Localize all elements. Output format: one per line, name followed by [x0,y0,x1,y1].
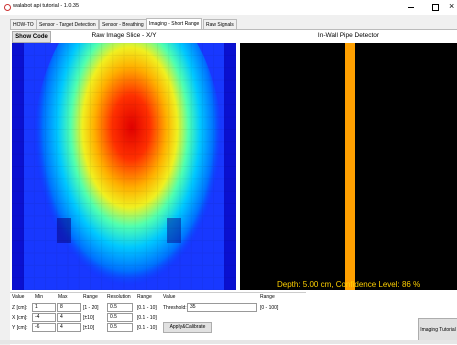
resolution-range-label: [0.1 - 10] [137,325,157,331]
range-label: [±10] [83,325,94,331]
row-label: X [cm]: [12,315,28,321]
row-label: Y [cm]: [12,325,27,331]
pipe-marker [345,43,355,290]
min-input[interactable]: -6 [32,323,56,332]
threshold-label: Threshold: [163,305,187,311]
close-button[interactable]: × [449,1,454,11]
column-header: Value [163,294,175,300]
min-input[interactable]: -4 [32,313,56,322]
range-label: [1 - 20] [83,305,99,311]
panel-title: Raw Image Slice - X/Y [12,32,236,39]
resolution-input[interactable]: 0.5 [107,313,133,322]
column-header: Min [35,294,43,300]
column-header: Value [12,294,24,300]
app-window: walabot api tutorial - 1.0.35 × HOW-TO S… [0,0,457,344]
maximize-button[interactable] [432,4,439,11]
resolution-range-label: [0.1 - 10] [137,305,157,311]
max-input[interactable]: 4 [57,323,81,332]
row-label: Z [cm]: [12,305,27,311]
range-label: [±10] [83,315,94,321]
raw-image-heatmap [12,43,236,290]
column-header: Range [83,294,98,300]
max-input[interactable]: 4 [57,313,81,322]
min-input[interactable]: 1 [32,303,56,312]
imaging-tutorial-button[interactable]: Imaging Tutorial [418,318,457,342]
detector-status: Depth: 5.00 cm, Confidence Level: 86 % [277,280,420,289]
resolution-input[interactable]: 0.5 [107,303,133,312]
max-input[interactable]: 8 [57,303,81,312]
app-icon [4,4,11,11]
threshold-input[interactable]: 35 [187,303,257,312]
minimize-button[interactable] [408,7,414,8]
resolution-input[interactable]: 0.5 [107,323,133,332]
threshold-range-label: [0 - 100] [260,305,278,311]
column-header: Range [260,294,275,300]
heatmap-grid [12,43,236,290]
apply-calibrate-button[interactable]: Apply&Calibrate [163,322,212,333]
column-header: Max [58,294,67,300]
panel-title: In-Wall Pipe Detector [240,32,457,39]
window-title: walabot api tutorial - 1.0.35 [13,3,79,9]
status-bar [0,340,457,344]
column-header: Range [137,294,152,300]
resolution-range-label: [0.1 - 10] [137,315,157,321]
column-header: Resolution [107,294,131,300]
settings-divider [10,292,306,293]
